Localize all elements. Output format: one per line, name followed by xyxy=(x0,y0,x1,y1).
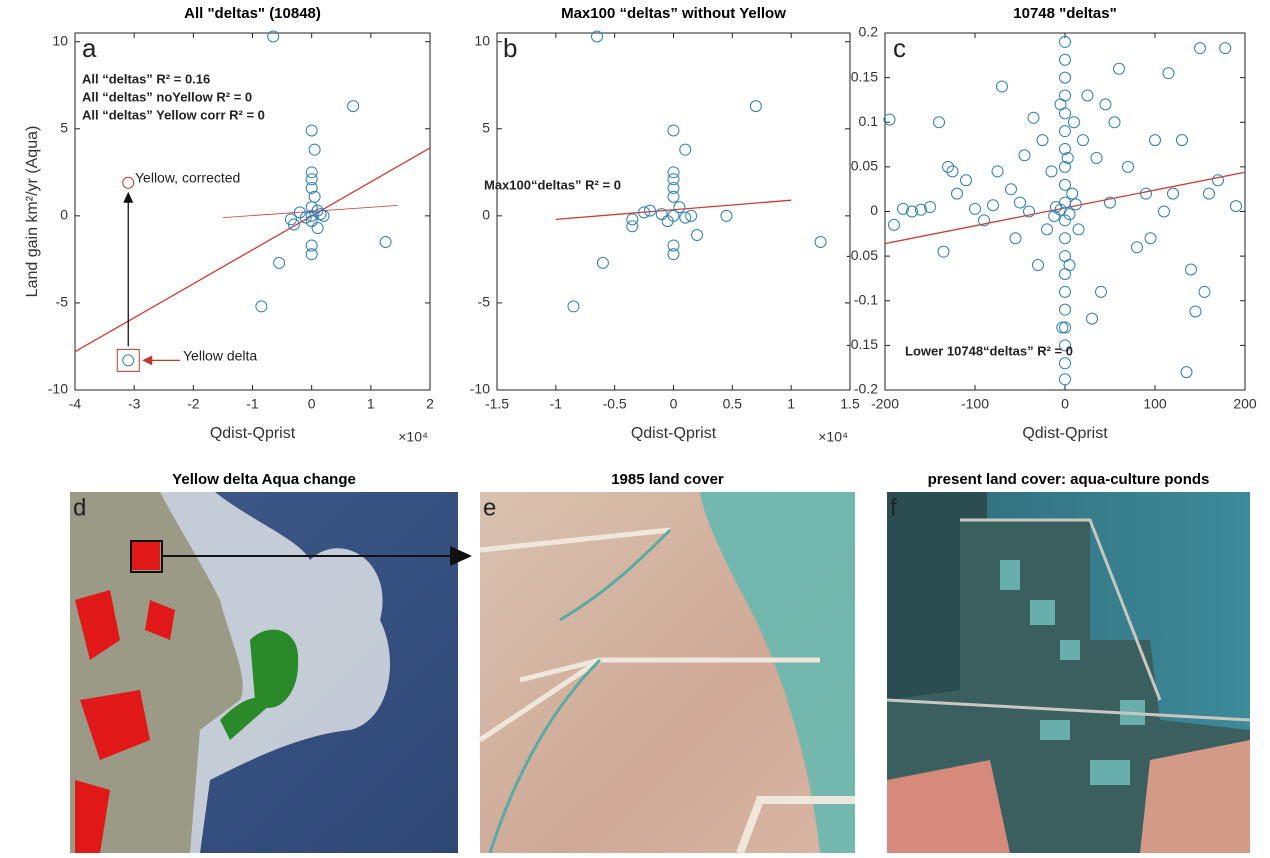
annotation: c xyxy=(893,33,906,63)
y-tick-label: -10 xyxy=(470,381,490,397)
y-axis-label: Land gain km²/yr (Aqua) xyxy=(24,126,41,298)
y-tick-label: 0.1 xyxy=(859,113,879,129)
x-tick-label: 0.5 xyxy=(723,396,743,412)
y-tick-label: 0.2 xyxy=(859,24,879,40)
annotation: b xyxy=(503,33,517,63)
annotation: Yellow delta xyxy=(183,348,257,364)
x-axis-label: Qdist-Qprist xyxy=(631,425,717,442)
y-tick-label: 5 xyxy=(60,119,68,135)
y-tick-label: 0.15 xyxy=(851,68,878,84)
image-d xyxy=(70,492,472,853)
y-tick-label: 0 xyxy=(482,207,490,223)
annotation: a xyxy=(82,33,97,63)
figure: All "deltas" (10848)-4-3-2-1012-10-50510… xyxy=(0,0,1270,853)
x-axis-label: Qdist-Qprist xyxy=(210,425,296,442)
annotation: All “deltas” R² = 0.16 xyxy=(82,71,210,86)
y-tick-label: 0.05 xyxy=(851,158,878,174)
y-tick-label: 0 xyxy=(870,202,878,218)
x-tick-label: -100 xyxy=(961,396,989,412)
x-tick-label: 100 xyxy=(1143,396,1167,412)
image-e xyxy=(480,492,855,853)
y-tick-label: -0.1 xyxy=(854,291,878,307)
annotation: All “deltas” Yellow corr R² = 0 xyxy=(82,107,265,122)
y-tick-label: -5 xyxy=(478,294,491,310)
x-tick-label: -200 xyxy=(871,396,899,412)
plot-area xyxy=(497,33,850,390)
chart-title: Max100 “deltas” without Yellow xyxy=(561,5,786,22)
x-tick-label: -1.5 xyxy=(485,396,509,412)
x-scale-note: ×10⁴ xyxy=(818,429,848,445)
y-tick-label: -0.2 xyxy=(854,381,878,397)
y-tick-label: 5 xyxy=(482,119,490,135)
image-title: 1985 land cover xyxy=(611,471,724,488)
image-f xyxy=(887,492,1250,853)
image-title: present land cover: aqua-culture ponds xyxy=(928,471,1210,488)
x-axis-label: Qdist-Qprist xyxy=(1022,425,1108,442)
panel-label: d xyxy=(73,494,86,521)
panel-label: e xyxy=(483,494,496,521)
x-tick-label: 1 xyxy=(787,396,795,412)
x-tick-label: 0 xyxy=(670,396,678,412)
x-tick-label: -1 xyxy=(246,396,259,412)
x-tick-label: 200 xyxy=(1233,396,1257,412)
y-tick-label: -10 xyxy=(48,381,68,397)
annotation: Yellow, corrected xyxy=(135,170,240,186)
x-tick-label: 1.5 xyxy=(840,396,860,412)
y-tick-label: -5 xyxy=(56,294,69,310)
chart-title: All "deltas" (10848) xyxy=(184,5,321,22)
x-tick-label: -3 xyxy=(128,396,141,412)
x-tick-label: -4 xyxy=(69,396,82,412)
x-tick-label: 1 xyxy=(367,396,375,412)
x-tick-label: -1 xyxy=(550,396,563,412)
x-scale-note: ×10⁴ xyxy=(398,429,428,445)
panel-label: f xyxy=(890,494,897,521)
y-tick-label: 0 xyxy=(60,207,68,223)
annotation: Lower 10748“deltas” R² = 0 xyxy=(905,343,1073,358)
y-tick-label: -0.05 xyxy=(846,247,878,263)
chart-title: 10748 "deltas" xyxy=(1013,5,1116,22)
x-tick-label: 2 xyxy=(426,396,434,412)
x-tick-label: -0.5 xyxy=(603,396,627,412)
y-tick-label: 10 xyxy=(52,32,68,48)
x-tick-label: 0 xyxy=(308,396,316,412)
annotation: All “deltas” noYellow R² = 0 xyxy=(82,89,252,104)
y-tick-label: -0.15 xyxy=(846,336,878,352)
x-tick-label: 0 xyxy=(1061,396,1069,412)
annotation: Max100“deltas” R² = 0 xyxy=(484,177,621,192)
x-tick-label: -2 xyxy=(187,396,200,412)
image-title: Yellow delta Aqua change xyxy=(172,471,356,488)
y-tick-label: 10 xyxy=(474,32,490,48)
